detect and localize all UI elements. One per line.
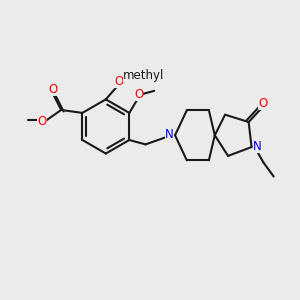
- Text: O: O: [115, 75, 124, 88]
- Text: O: O: [258, 97, 268, 110]
- Text: O: O: [48, 83, 58, 96]
- Text: N: N: [165, 128, 174, 141]
- Text: O: O: [134, 88, 143, 100]
- Text: O: O: [38, 115, 47, 128]
- Text: methyl: methyl: [123, 69, 164, 82]
- Text: N: N: [253, 140, 261, 153]
